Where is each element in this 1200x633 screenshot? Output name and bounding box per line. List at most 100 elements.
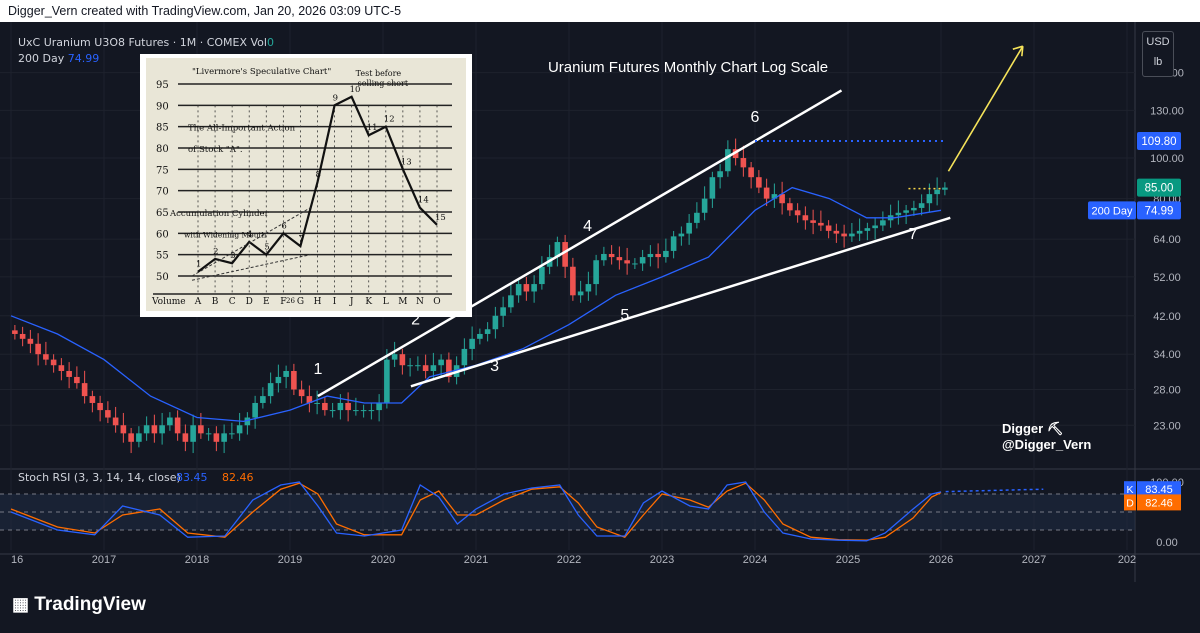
footer — [0, 582, 1200, 633]
candle-body — [593, 260, 599, 285]
inset-point-label: 1 — [196, 260, 201, 270]
inset-x-label: F — [280, 297, 286, 307]
stoch-projection — [945, 488, 1044, 493]
time-tick-label: 2027 — [1022, 554, 1046, 566]
candle-body — [833, 230, 840, 234]
inset-point-label: 14 — [418, 196, 429, 206]
candle-body — [66, 370, 72, 377]
candle-body — [182, 433, 189, 442]
price-chart[interactable]: 160.00130.00100.0080.0064.0052.0042.0034… — [0, 22, 1200, 582]
candle-body — [763, 187, 770, 199]
candle-body — [717, 171, 723, 178]
currency-label: USD — [1146, 36, 1170, 48]
candle-body — [143, 425, 150, 434]
candle-body — [89, 396, 96, 403]
inset-point-label: 4 — [247, 230, 252, 240]
candle-body — [50, 359, 57, 366]
candle-body — [647, 253, 654, 258]
ma-label: 200 Day — [18, 52, 65, 65]
symbol-name[interactable]: UxC Uranium U3O8 Futures · 1M · COMEX — [18, 36, 248, 49]
stoch-label: Stoch RSI (3, 3, 14, 14, close) — [18, 471, 181, 484]
candle-body — [105, 410, 111, 418]
ma-name-tag-text: 200 Day — [1092, 205, 1133, 217]
stoch-d-line — [10, 482, 942, 541]
candle-body — [306, 396, 313, 403]
candle-body — [670, 236, 677, 251]
price-tick-label: 130.00 — [1150, 105, 1184, 117]
tradingview-logo[interactable]: ▦ TradingView — [12, 594, 146, 616]
candle-body — [678, 233, 685, 237]
watermark-name: Digger ⛏ — [1002, 421, 1063, 436]
candle-body — [167, 417, 173, 426]
candle-body — [337, 402, 344, 411]
stoch-tick-0: 0.00 — [1156, 537, 1177, 549]
inset-point-label: 11 — [367, 123, 378, 133]
price-tag-ma-box — [1137, 201, 1181, 220]
candle-body — [422, 365, 429, 371]
inset-title: "Livermore's Speculative Chart" — [192, 67, 331, 77]
candle-body — [27, 338, 34, 344]
inset-x-label: J — [349, 297, 354, 307]
price-tag-last: 85.00 — [1137, 178, 1181, 197]
time-tick-label: 2019 — [278, 554, 302, 566]
candle-body — [787, 203, 793, 211]
time-tick-label: 202 — [1118, 554, 1136, 566]
candle-body — [818, 222, 824, 226]
currency-unit-button[interactable]: USD lb — [1142, 31, 1174, 77]
inset-x-label: L — [383, 297, 389, 307]
inset-caption-4: with Widening Mouth — [184, 230, 267, 239]
wave-label-3: 3 — [490, 358, 499, 375]
ma-legend[interactable]: 200 Day 74.99 — [18, 52, 99, 65]
price-tag-ma-text: 74.99 — [1145, 205, 1174, 217]
price-tick-label: 64.00 — [1153, 234, 1181, 246]
candle-body — [469, 338, 475, 349]
candle-body — [802, 215, 809, 221]
time-tick-label: 2024 — [743, 554, 767, 566]
candle-body — [709, 177, 716, 199]
time-tick-label: 2021 — [464, 554, 488, 566]
candle-body — [740, 158, 747, 168]
price-tick-label: 23.00 — [1153, 420, 1181, 432]
wave-label-6: 6 — [751, 109, 760, 126]
inset-y-label: 80 — [156, 144, 169, 155]
time-tick-label: 2020 — [371, 554, 395, 566]
candle-body — [779, 194, 785, 204]
chart-title: Uranium Futures Monthly Chart Log Scale — [548, 59, 828, 76]
tradingview-brand: TradingView — [34, 594, 146, 615]
candle-body — [880, 220, 886, 226]
candle-body — [911, 207, 917, 211]
stoch-d-tag-letter: D — [1126, 497, 1134, 509]
candle-body — [632, 263, 638, 265]
candle-body — [35, 343, 41, 355]
price-tag-last-text: 85.00 — [1145, 183, 1174, 195]
inset-caption-2: of Stock "A". — [188, 145, 243, 155]
candle-body — [856, 230, 863, 234]
candle-body — [174, 417, 181, 434]
watermark-handle: @Digger_Vern — [1002, 437, 1091, 452]
price-tick-label: 34.00 — [1153, 349, 1181, 361]
candle-body — [407, 365, 413, 367]
inset-y-label: 50 — [156, 272, 169, 283]
candle-body — [120, 425, 127, 434]
inset-caption-1: The All-Important Action — [188, 124, 296, 134]
candle-body — [353, 410, 359, 412]
candle-body — [221, 433, 227, 442]
candle-body — [639, 257, 646, 264]
candle-body — [151, 425, 158, 434]
price-tag-resistance: 109.80 — [1137, 132, 1181, 151]
candle-body — [895, 212, 902, 216]
candle-body — [229, 433, 235, 435]
candle-body — [322, 402, 328, 411]
candle-body — [686, 222, 692, 234]
candle-body — [58, 365, 65, 371]
inset-caption-5a: Test before — [356, 69, 402, 78]
inset-x-label: I — [333, 297, 337, 307]
candle-body — [391, 354, 398, 360]
candle-body — [477, 333, 483, 339]
candle-body — [608, 253, 615, 258]
inset-point-label: 3 — [230, 251, 235, 261]
inset-x-label: N — [416, 297, 424, 307]
candle-body — [903, 210, 909, 213]
ma-name-tag-box — [1088, 201, 1136, 220]
